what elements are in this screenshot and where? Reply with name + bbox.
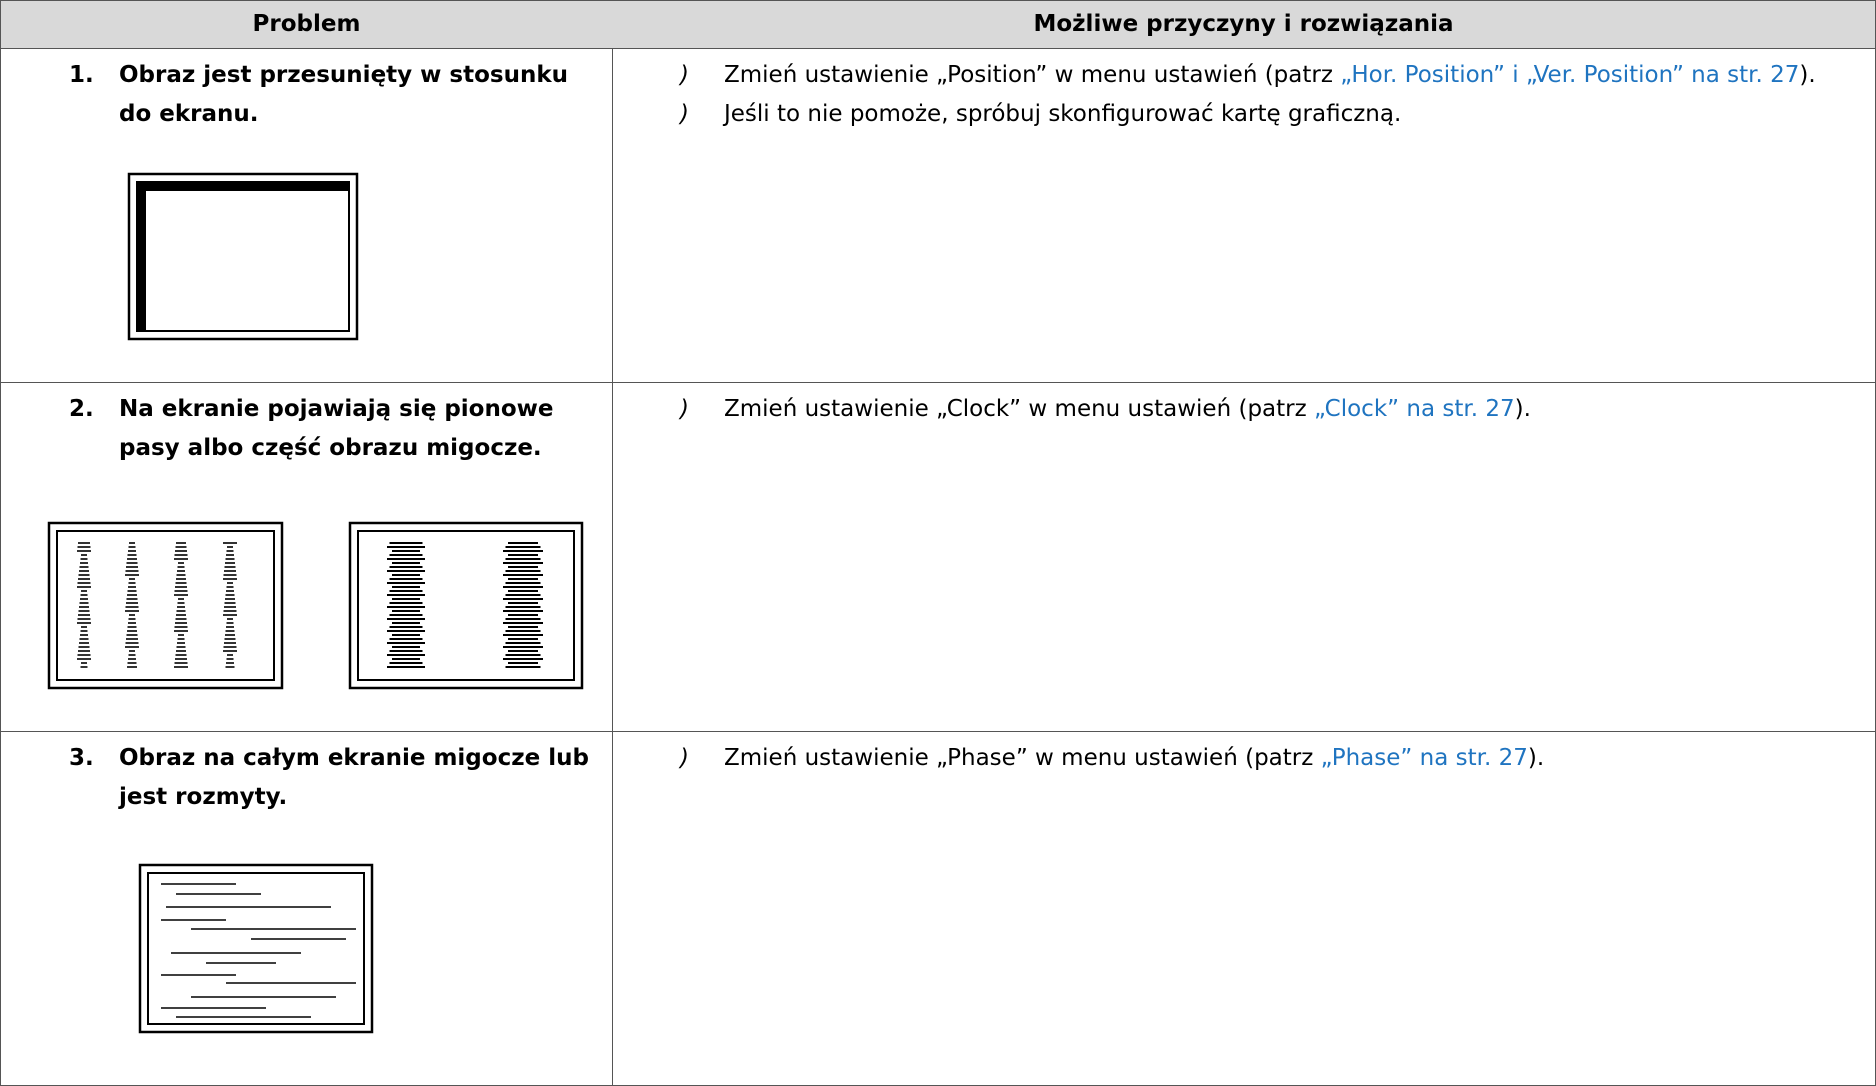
problem-number: 3.: [69, 745, 94, 771]
solution-item: ) Zmień ustawienie „Position” w menu usta…: [680, 56, 1864, 95]
monitor-frame: [348, 521, 584, 690]
problem-text: Obraz na całym ekranie migocze lub jest …: [119, 745, 589, 810]
solution-cell: ) Zmień ustawienie „Phase” w menu ustawie…: [612, 732, 1876, 1086]
bullet: ): [680, 396, 689, 422]
solution-text: Jeśli to nie pomoże, spróbuj skonfigurow…: [724, 101, 1402, 127]
header-cell: Możliwe przyczyny i rozwiązania: [612, 0, 1876, 49]
problem-cell: 1. Obraz jest przesunięty w stosunku do e…: [0, 49, 613, 383]
solution-link[interactable]: „Clock” na str. 27: [1314, 396, 1515, 422]
solution-text: Zmień ustawienie „Clock” w menu ustawień…: [724, 396, 1314, 422]
illustration: [47, 521, 584, 690]
solution-item: ) Jeśli to nie pomoże, spróbuj skonfiguro…: [680, 95, 1864, 134]
bullet: ): [680, 62, 689, 88]
illustration: [138, 863, 374, 1034]
monitor-frame: [138, 863, 374, 1034]
shift-bar: [137, 182, 349, 191]
solution-cell: ) Zmień ustawienie „Position” w menu usta…: [612, 49, 1876, 383]
illustration: [127, 172, 359, 341]
monitor-screen: [357, 530, 575, 681]
monitor-screen: [147, 872, 365, 1025]
monitor-screen: [56, 530, 275, 681]
problem-text: Na ekranie pojawiają się pionowe pasy al…: [119, 396, 554, 461]
solution-list: ) Zmień ustawienie „Position” w menu usta…: [680, 56, 1864, 134]
problem-number: 1.: [69, 62, 94, 88]
solution-text: ).: [1514, 396, 1531, 422]
solution-link[interactable]: „Hor. Position” i „Ver. Position” na str…: [1340, 62, 1800, 88]
bullet: ): [680, 745, 689, 771]
header-cell: Problem: [0, 0, 613, 49]
solution-list: ) Zmień ustawienie „Clock” w menu ustawie…: [680, 390, 1864, 429]
solution-cell: ) Zmień ustawienie „Clock” w menu ustawie…: [612, 383, 1876, 732]
problem-text: Obraz jest przesunięty w stosunku do ekr…: [119, 62, 569, 127]
solution-item: ) Zmień ustawienie „Phase” w menu ustawie…: [680, 739, 1864, 778]
solution-text: ).: [1799, 62, 1816, 88]
solution-item: ) Zmień ustawienie „Clock” w menu ustawie…: [680, 390, 1864, 429]
problem-cell: 2. Na ekranie pojawiają się pionowe pasy …: [0, 383, 613, 732]
solution-link[interactable]: „Phase” na str. 27: [1320, 745, 1528, 771]
bullet: ): [680, 101, 689, 127]
problem-cell: 3. Obraz na całym ekranie migocze lub jes…: [0, 732, 613, 1086]
solution-text: Zmień ustawienie „Phase” w menu ustawień…: [724, 745, 1321, 771]
solution-text: Zmień ustawienie „Position” w menu ustaw…: [724, 62, 1341, 88]
problem-number: 2.: [69, 396, 94, 422]
shift-bar: [137, 182, 146, 331]
solution-list: ) Zmień ustawienie „Phase” w menu ustawie…: [680, 739, 1864, 778]
solution-text: ).: [1527, 745, 1545, 771]
monitor-frame: [127, 172, 359, 341]
